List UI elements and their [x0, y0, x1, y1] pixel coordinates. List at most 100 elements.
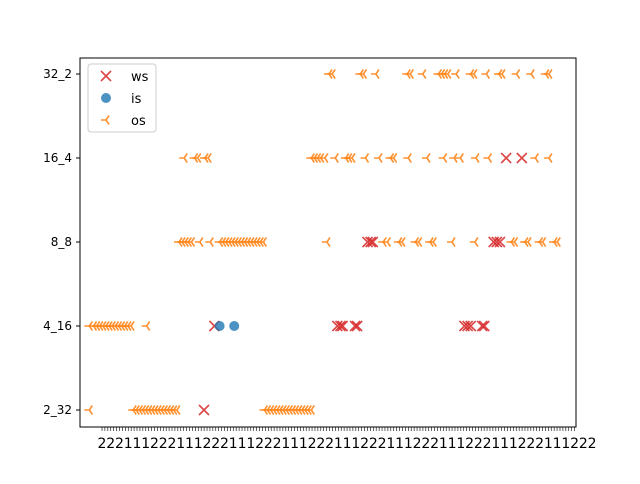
point-ws — [198, 404, 210, 416]
point-os — [179, 153, 188, 163]
point-ws — [516, 152, 528, 164]
point-os — [552, 237, 561, 247]
point-is — [214, 321, 225, 331]
point-os — [374, 153, 383, 163]
point-os — [481, 69, 491, 79]
point-os — [469, 237, 479, 247]
x-tick-label: 2 — [369, 436, 378, 452]
x-tick-label: 1 — [448, 436, 457, 452]
legend-marker-is — [101, 93, 111, 103]
point-os — [403, 153, 412, 163]
x-tick-label: 2 — [465, 436, 474, 452]
x-tick-label: 2 — [106, 436, 115, 452]
x-tick-label: 2 — [588, 436, 597, 452]
point-os — [447, 237, 456, 247]
x-tick-label: 2 — [220, 436, 229, 452]
point-ws — [362, 236, 374, 248]
x-tick-label: 1 — [133, 436, 142, 452]
x-tick-label: 2 — [518, 436, 527, 452]
legend-label: is — [131, 92, 142, 107]
point-ws — [337, 320, 349, 332]
x-tick-label: 1 — [246, 436, 255, 452]
point-os — [321, 237, 331, 247]
x-tick-label: 2 — [115, 436, 124, 452]
x-tick-label: 1 — [194, 436, 203, 452]
x-tick-label: 2 — [98, 436, 107, 452]
x-tick-label: 2 — [308, 436, 317, 452]
plot-frame — [79, 57, 577, 428]
point-os — [258, 237, 268, 247]
point-os — [141, 321, 151, 331]
point-os — [186, 237, 196, 247]
point-os — [192, 153, 202, 163]
x-tick-label: 2 — [211, 436, 220, 452]
x-tick-label: 2 — [413, 436, 422, 452]
x-tick-label: 1 — [176, 436, 185, 452]
legend-box — [87, 63, 157, 133]
x-tick-label: 2 — [316, 436, 325, 452]
point-ws — [500, 152, 512, 164]
point-ws — [462, 320, 474, 332]
point-os — [497, 69, 506, 79]
x-tick-label: 2 — [430, 436, 439, 452]
point-os — [194, 237, 204, 247]
legend: ws is os — [87, 63, 157, 133]
point-ws — [465, 320, 477, 332]
x-tick-label: 2 — [535, 436, 544, 452]
legend-marker-ws — [100, 70, 112, 82]
point-os — [417, 69, 427, 79]
point-ws — [367, 236, 379, 248]
x-tick-label: 2 — [474, 436, 483, 452]
x-tick-label: 2 — [579, 436, 588, 452]
x-tick-label: 2 — [421, 436, 430, 452]
x-tick-label: 1 — [290, 436, 299, 452]
x-tick-label: 1 — [281, 436, 290, 452]
point-os — [330, 153, 339, 163]
x-tick-label: 2 — [203, 436, 212, 452]
point-os — [306, 405, 315, 415]
x-tick-label: 2 — [168, 436, 177, 452]
point-ws — [494, 236, 506, 248]
x-tick-label: 1 — [439, 436, 448, 452]
point-os — [509, 237, 519, 247]
x-tick-label: 2 — [570, 436, 579, 452]
point-os — [511, 69, 521, 79]
point-ws — [351, 320, 363, 332]
point-os — [442, 69, 452, 79]
x-tick-label: 1 — [386, 436, 395, 452]
point-os — [537, 237, 547, 247]
x-tick-label: 1 — [553, 436, 562, 452]
point-os — [428, 237, 437, 247]
x-tick-label: 2 — [264, 436, 273, 452]
point-os — [388, 153, 398, 163]
point-os — [126, 321, 135, 331]
x-tick-label: 1 — [456, 436, 465, 452]
legend-marker-os — [101, 115, 110, 125]
point-os — [327, 69, 336, 79]
point-os — [523, 237, 532, 247]
point-os — [382, 237, 392, 247]
point-ws — [365, 236, 377, 248]
point-ws — [331, 320, 343, 332]
x-tick-label: 2 — [526, 436, 535, 452]
point-os — [421, 153, 431, 163]
x-tick-label: 2 — [378, 436, 387, 452]
point-os — [455, 153, 465, 163]
point-os — [526, 69, 535, 79]
x-tick-label: 2 — [255, 436, 264, 452]
point-os — [468, 69, 478, 79]
y-tick-label: 32_2 — [43, 67, 72, 81]
x-tick-label: 2 — [273, 436, 282, 452]
x-tick-label: 2 — [483, 436, 492, 452]
x-tick-label: 2 — [159, 436, 168, 452]
x-tick-label: 1 — [500, 436, 509, 452]
point-os — [438, 153, 448, 163]
x-tick-label: 1 — [185, 436, 194, 452]
legend-label: os — [131, 114, 146, 129]
point-os — [470, 153, 480, 163]
point-ws — [478, 320, 490, 332]
x-tick-label: 1 — [141, 436, 150, 452]
point-os — [543, 69, 553, 79]
point-os — [405, 69, 414, 79]
